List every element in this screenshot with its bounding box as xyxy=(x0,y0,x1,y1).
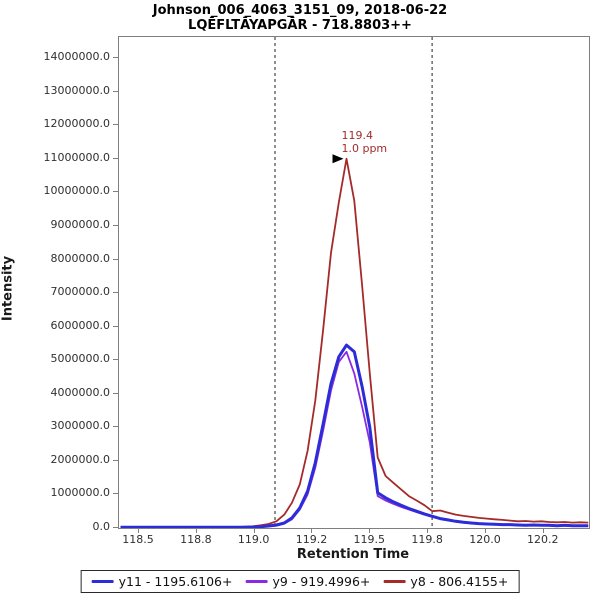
y-tick-mark xyxy=(113,527,118,528)
x-tick-label: 119.5 xyxy=(353,533,386,546)
y-tick-label: 1000000.0 xyxy=(50,486,111,500)
peak-ppm-label: 1.0 ppm xyxy=(341,141,388,155)
series-line-y11[interactable] xyxy=(120,343,589,528)
peak-apex-arrow-icon xyxy=(332,154,344,164)
series-line-y8[interactable] xyxy=(120,157,589,528)
x-tick-mark xyxy=(427,528,429,533)
y-tick-mark xyxy=(113,191,118,193)
x-tick-label: 119.8 xyxy=(411,533,443,546)
x-tick-mark xyxy=(311,528,313,533)
chart-title: Johnson_006_4063_3151_09, 2018-06-22 LQĒ… xyxy=(0,3,600,33)
legend-label: y8 - 806.4155+ xyxy=(410,574,509,589)
x-tick-label: 118.5 xyxy=(122,533,154,546)
y-tick-mark xyxy=(113,157,118,159)
x-tick-label: 118.8 xyxy=(180,533,212,546)
legend-label: y11 - 1195.6106+ xyxy=(118,574,233,589)
legend-item-y11: y11 - 1195.6106+ xyxy=(91,574,233,589)
y-tick-mark xyxy=(113,292,118,294)
x-tick-mark xyxy=(369,528,371,533)
legend-line-swatch-icon xyxy=(383,580,406,583)
peak-rt-label: 119.4 xyxy=(341,128,373,142)
y-tick-mark xyxy=(113,325,118,327)
y-tick-mark xyxy=(113,426,118,428)
y-tick-label: 5000000.0 xyxy=(50,352,111,366)
y-tick-mark xyxy=(113,459,118,461)
y-tick-mark xyxy=(113,258,118,260)
x-tick-mark xyxy=(253,528,255,533)
legend-line-swatch-icon xyxy=(245,580,268,583)
y-tick-mark xyxy=(113,90,118,92)
x-tick-label: 120.0 xyxy=(469,533,501,546)
x-tick-mark xyxy=(542,528,544,533)
legend-item-y8: y8 - 806.4155+ xyxy=(383,574,508,589)
y-tick-label: 13000000.0 xyxy=(43,83,110,97)
y-tick-label: 0.0 xyxy=(92,520,111,533)
x-tick-mark xyxy=(195,528,197,533)
y-tick-label: 6000000.0 xyxy=(50,318,111,332)
y-tick-label: 11000000.0 xyxy=(43,150,110,164)
y-tick-mark xyxy=(113,124,118,126)
legend-item-y9: y9 - 919.4996+ xyxy=(245,574,370,589)
chromatogram-canvas[interactable] xyxy=(119,37,589,528)
x-tick-label: 119.0 xyxy=(237,533,270,546)
y-tick-label: 10000000.0 xyxy=(43,184,110,198)
legend-line-swatch-icon xyxy=(91,580,114,583)
x-axis-title: Retention Time xyxy=(296,547,410,562)
y-tick-mark xyxy=(113,224,118,226)
chart-title-line2: LQĒFLTĀYAPGĀR - 718.8803++ xyxy=(188,18,412,33)
y-tick-mark xyxy=(113,493,118,495)
chart-title-line1: Johnson_006_4063_3151_09, 2018-06-22 xyxy=(152,3,448,18)
y-tick-mark xyxy=(113,57,118,59)
series-line-y9[interactable] xyxy=(120,350,589,528)
legend: y11 - 1195.6106+ y9 - 919.4996+ y8 - 806.4… xyxy=(80,570,520,593)
y-tick-label: 12000000.0 xyxy=(43,117,110,131)
peak-annotation: 119.4 1.0 ppm xyxy=(341,129,387,155)
x-tick-label: 120.2 xyxy=(527,533,559,546)
y-tick-label: 9000000.0 xyxy=(50,217,111,231)
y-tick-label: 4000000.0 xyxy=(50,385,111,399)
y-tick-mark xyxy=(113,359,118,361)
legend-label: y9 - 919.4996+ xyxy=(272,574,371,589)
x-tick-mark xyxy=(138,528,139,533)
y-tick-label: 14000000.0 xyxy=(43,50,110,64)
x-tick-label: 119.2 xyxy=(295,533,328,546)
plot-area[interactable] xyxy=(118,36,590,529)
x-tick-mark xyxy=(484,528,486,533)
y-tick-mark xyxy=(113,392,118,394)
y-tick-label: 3000000.0 xyxy=(50,419,111,433)
y-tick-label: 7000000.0 xyxy=(50,285,111,299)
y-tick-label: 2000000.0 xyxy=(50,452,111,466)
y-axis-title: Intensity xyxy=(0,255,16,322)
y-tick-label: 8000000.0 xyxy=(50,251,111,265)
